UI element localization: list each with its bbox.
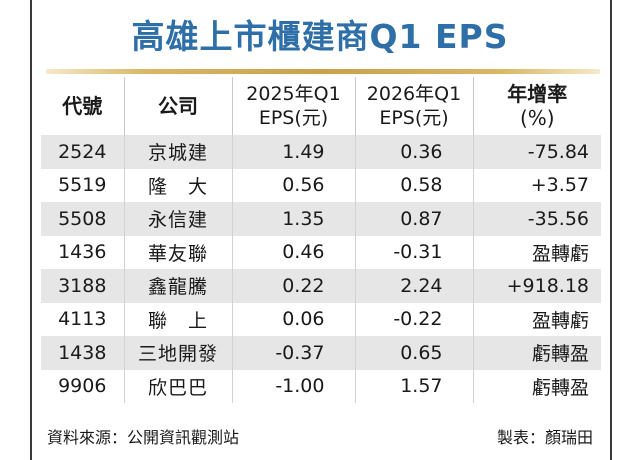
title-underline bbox=[46, 69, 600, 74]
cell-eps-2025: 1.35 bbox=[231, 202, 355, 236]
credit-note: 製表：顏瑞田 bbox=[496, 428, 593, 447]
cell-eps-2026: 0.65 bbox=[354, 336, 473, 370]
table-row: 4113 聯 上 0.06 -0.22 盈轉虧 bbox=[41, 302, 601, 336]
table-row: 1436 華友聯 0.46 -0.31 盈轉虧 bbox=[41, 235, 601, 269]
cell-code: 1438 bbox=[41, 336, 124, 370]
cell-company: 京城建 bbox=[123, 135, 232, 169]
cell-company: 永信建 bbox=[123, 202, 232, 236]
cell-code: 1436 bbox=[41, 235, 124, 269]
cell-eps-2025: 0.56 bbox=[231, 168, 355, 202]
cell-company: 華友聯 bbox=[123, 235, 232, 269]
table-header-row: 代號 公司 2025年Q1 EPS(元) 2026年Q1 EPS(元) 年增率 … bbox=[41, 77, 601, 135]
left-border-line bbox=[30, 0, 32, 460]
header-growth-line2: (%) bbox=[519, 106, 555, 130]
cell-eps-2026: 2.24 bbox=[354, 269, 473, 303]
cell-eps-2025: 0.06 bbox=[231, 302, 355, 336]
cell-company: 三地開發 bbox=[123, 336, 232, 370]
cell-growth: +3.57 bbox=[472, 168, 601, 202]
header-eps-2025-line1: 2025年Q1 bbox=[246, 83, 341, 105]
header-growth: 年增率 (%) bbox=[472, 77, 601, 135]
cell-eps-2026: -0.31 bbox=[354, 235, 473, 269]
header-eps-2025: 2025年Q1 EPS(元) bbox=[231, 77, 355, 135]
header-eps-2025-line2: EPS(元) bbox=[258, 107, 329, 129]
table-row: 5508 永信建 1.35 0.87 -35.56 bbox=[41, 202, 601, 236]
cell-code: 4113 bbox=[41, 302, 124, 336]
right-border-line bbox=[610, 0, 612, 460]
cell-eps-2025: -1.00 bbox=[231, 369, 355, 403]
table-row: 9906 欣巴巴 -1.00 1.57 虧轉盈 bbox=[41, 369, 601, 403]
header-eps-2026-line1: 2026年Q1 bbox=[366, 83, 462, 105]
cell-eps-2025: -0.37 bbox=[231, 336, 355, 370]
cell-growth: -35.56 bbox=[472, 202, 601, 236]
cell-code: 5519 bbox=[41, 168, 124, 202]
cell-company: 鑫龍騰 bbox=[123, 269, 232, 303]
page-title: 高雄上市櫃建商Q1 EPS bbox=[131, 17, 509, 56]
table-row: 3188 鑫龍騰 0.22 2.24 +918.18 bbox=[41, 269, 601, 303]
cell-company: 隆 大 bbox=[123, 168, 232, 202]
cell-company: 聯 上 bbox=[123, 302, 232, 336]
cell-eps-2026: 0.36 bbox=[354, 135, 473, 169]
cell-growth: 盈轉虧 bbox=[472, 235, 601, 269]
cell-code: 3188 bbox=[41, 269, 124, 303]
cell-eps-2025: 1.49 bbox=[231, 135, 355, 169]
cell-eps-2026: 0.58 bbox=[354, 168, 473, 202]
table-row: 2524 京城建 1.49 0.36 -75.84 bbox=[41, 135, 601, 169]
cell-code: 9906 bbox=[41, 369, 124, 403]
table-row: 5519 隆 大 0.56 0.58 +3.57 bbox=[41, 168, 601, 202]
cell-code: 2524 bbox=[41, 135, 124, 169]
cell-eps-2026: -0.22 bbox=[354, 302, 473, 336]
header-eps-2026-line2: EPS(元) bbox=[379, 107, 449, 129]
eps-table: 代號 公司 2025年Q1 EPS(元) 2026年Q1 EPS(元) 年增率 … bbox=[41, 77, 601, 403]
cell-code: 5508 bbox=[41, 202, 124, 236]
cell-growth: 虧轉盈 bbox=[472, 369, 601, 403]
cell-growth: +918.18 bbox=[472, 269, 601, 303]
cell-company: 欣巴巴 bbox=[123, 369, 232, 403]
header-growth-line1: 年增率 bbox=[507, 82, 568, 106]
cell-eps-2026: 0.87 bbox=[354, 202, 473, 236]
header-eps-2026: 2026年Q1 EPS(元) bbox=[354, 77, 473, 135]
cell-eps-2025: 0.46 bbox=[231, 235, 355, 269]
cell-growth: 虧轉盈 bbox=[472, 336, 601, 370]
cell-growth: -75.84 bbox=[472, 135, 601, 169]
cell-growth: 盈轉虧 bbox=[472, 302, 601, 336]
cell-eps-2025: 0.22 bbox=[231, 269, 355, 303]
table-row: 1438 三地開發 -0.37 0.65 虧轉盈 bbox=[41, 336, 601, 370]
source-note: 資料來源：公開資訊觀測站 bbox=[47, 428, 240, 447]
header-code: 代號 bbox=[62, 94, 103, 118]
header-company: 公司 bbox=[123, 77, 232, 135]
cell-eps-2026: 1.57 bbox=[354, 369, 473, 403]
